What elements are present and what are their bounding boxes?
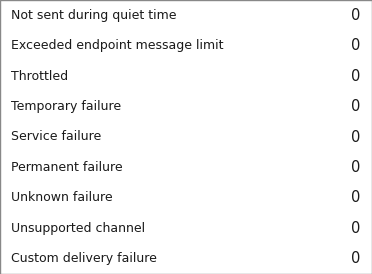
Text: 0: 0	[352, 130, 361, 144]
Text: Service failure: Service failure	[11, 130, 102, 144]
Text: 0: 0	[352, 190, 361, 206]
Text: 0: 0	[352, 221, 361, 236]
Text: Unsupported channel: Unsupported channel	[11, 222, 145, 235]
Text: 0: 0	[352, 251, 361, 266]
Text: Unknown failure: Unknown failure	[11, 191, 113, 204]
Text: Not sent during quiet time: Not sent during quiet time	[11, 9, 177, 22]
Text: Permanent failure: Permanent failure	[11, 161, 123, 174]
Text: 0: 0	[352, 68, 361, 84]
Text: 0: 0	[352, 99, 361, 114]
Text: 0: 0	[352, 38, 361, 53]
Text: Temporary failure: Temporary failure	[11, 100, 121, 113]
Text: Exceeded endpoint message limit: Exceeded endpoint message limit	[11, 39, 224, 52]
Text: Custom delivery failure: Custom delivery failure	[11, 252, 157, 265]
Text: Throttled: Throttled	[11, 70, 68, 83]
Text: 0: 0	[352, 160, 361, 175]
Text: 0: 0	[352, 8, 361, 23]
